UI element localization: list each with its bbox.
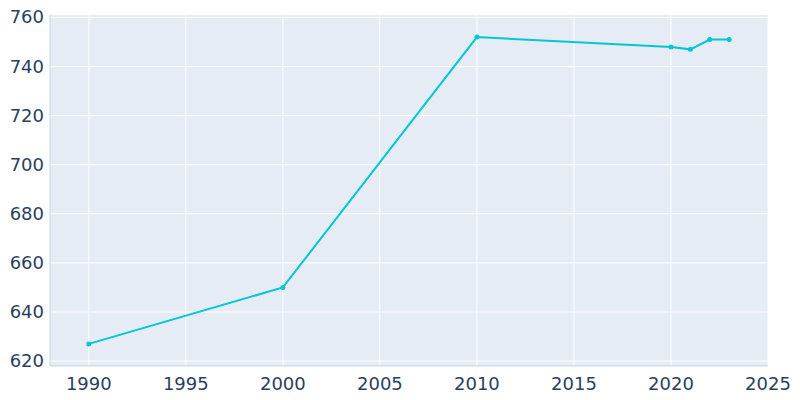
y-tick-label: 660 <box>10 252 44 273</box>
series-marker <box>474 35 479 40</box>
x-tick-label: 1990 <box>66 373 112 394</box>
y-tick-label: 720 <box>10 105 44 126</box>
y-grid-line <box>50 213 768 214</box>
y-grid-line <box>50 312 768 313</box>
x-tick-label: 2010 <box>454 373 500 394</box>
series-marker <box>86 341 91 346</box>
y-grid-line <box>50 66 768 67</box>
series-line <box>89 37 729 344</box>
x-grid-line <box>670 15 671 366</box>
y-tick-label: 740 <box>10 56 44 77</box>
x-tick-label: 2005 <box>357 373 403 394</box>
x-tick-label: 2020 <box>648 373 694 394</box>
x-grid-line <box>185 15 186 366</box>
x-tick-label: 2025 <box>745 373 791 394</box>
x-grid-line <box>88 15 89 366</box>
x-grid-line <box>476 15 477 366</box>
x-grid-line <box>282 15 283 366</box>
y-grid-line <box>50 164 768 165</box>
y-tick-label: 700 <box>10 154 44 175</box>
series-marker <box>668 44 673 49</box>
y-grid-line <box>50 361 768 362</box>
y-grid-line <box>50 262 768 263</box>
y-tick-label: 640 <box>10 301 44 322</box>
series-marker <box>707 37 712 42</box>
y-axis-line <box>50 15 51 366</box>
data-group <box>86 35 731 347</box>
y-tick-label: 760 <box>10 6 44 27</box>
chart-container: 620 640 660 680 700 720 740 760 1990 1995 2000 2005… <box>0 0 800 400</box>
x-tick-label: 2015 <box>551 373 597 394</box>
series-marker <box>727 37 732 42</box>
x-tick-label: 2000 <box>260 373 306 394</box>
y-grid-line <box>50 17 768 18</box>
series-marker <box>688 47 693 52</box>
x-grid-line <box>573 15 574 366</box>
x-tick-label: 1995 <box>163 373 209 394</box>
x-grid-line <box>379 15 380 366</box>
plot-background <box>50 15 768 366</box>
y-tick-label: 620 <box>10 350 44 371</box>
series-marker <box>280 285 285 290</box>
y-tick-label: 680 <box>10 203 44 224</box>
x-axis-line <box>50 366 768 367</box>
y-grid-line <box>50 115 768 116</box>
chart-svg: 620 640 660 680 700 720 740 760 1990 1995 2000 2005… <box>0 0 800 400</box>
x-grid-line <box>768 15 769 366</box>
